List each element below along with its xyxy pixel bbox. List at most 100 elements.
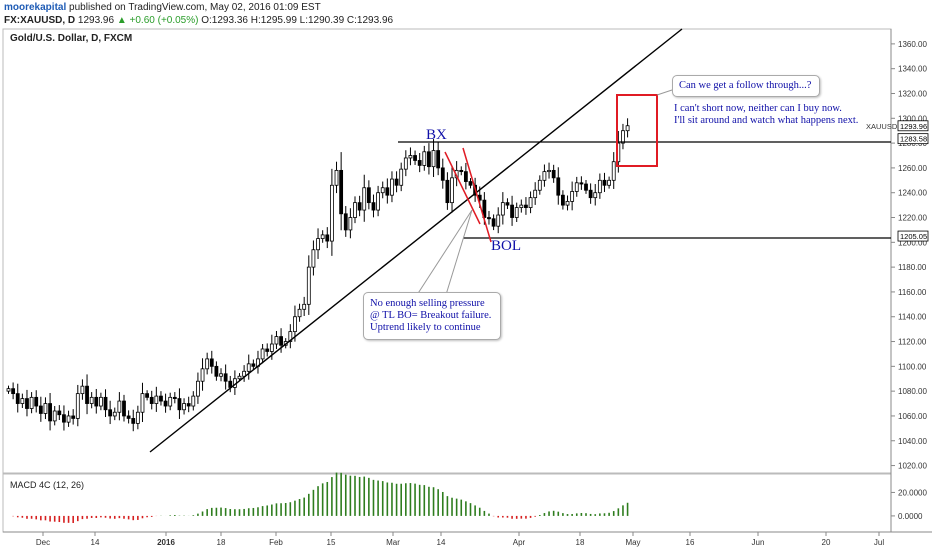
price-tick-label: 1060.00 [898, 412, 927, 421]
callout-pointer-2 [444, 209, 473, 299]
time-tick-label: 18 [217, 538, 226, 547]
symbol-line: FX:XAUUSD, D 1293.96 ▲ +0.60 (+0.05%) O:… [4, 14, 393, 27]
candle-down [131, 418, 136, 424]
price-label-value: 1205.05 [900, 232, 927, 241]
candle-down [149, 396, 154, 404]
candle-up [611, 161, 616, 181]
time-tick-label: Mar [386, 538, 400, 547]
time-axis-ticks: Dec 14 2016 18 Feb 15 Mar 14 Apr 18 May 16 Jun 20 Jul [36, 532, 884, 547]
price-label-value: 1283.58 [900, 135, 927, 144]
candle-up [537, 179, 542, 191]
publisher-name[interactable]: moorekapital [4, 2, 67, 13]
candle-down [251, 363, 256, 367]
candle-down [177, 398, 182, 411]
note-sit-around: I can't short now, neither can I buy now… [674, 103, 874, 127]
candle-down [34, 396, 39, 407]
candle-down [62, 414, 66, 423]
chart-title: Gold/U.S. Dollar, D, FXCM [10, 33, 132, 44]
candle-up [547, 169, 551, 173]
price-tick-label: 1020.00 [898, 462, 927, 471]
price-labels: XAUUSD 1293.96 1283.58 1205.05 [866, 120, 929, 242]
candle-up [182, 403, 186, 411]
candle-up [168, 396, 173, 407]
candle-up [376, 192, 381, 211]
candle-down [413, 155, 417, 161]
candle-up [99, 396, 103, 407]
breakout-line-2[interactable] [462, 147, 492, 243]
candles [6, 118, 630, 432]
candle-up [219, 373, 223, 377]
price-label-value: 1293.96 [900, 122, 927, 131]
candle-down [122, 400, 126, 417]
candle-up [422, 151, 427, 166]
price-tick-label: 1340.00 [898, 65, 927, 74]
symbol-name: FX:XAUUSD, D [4, 15, 76, 26]
candle-down [186, 403, 191, 407]
candle-down [366, 187, 371, 204]
candle-down [440, 167, 445, 181]
candle-up [565, 200, 570, 206]
price-label-box [897, 133, 929, 145]
time-tick-label: 18 [576, 538, 585, 547]
candle-up [593, 192, 598, 199]
price-change: +0.60 (+0.05%) [129, 15, 199, 26]
callout-follow-through-text: Can we get a follow through...? [679, 80, 812, 91]
candle-down [25, 398, 29, 409]
candle-up [297, 308, 302, 318]
candle-up [237, 375, 242, 380]
candle-down [325, 234, 330, 242]
candle-up [353, 202, 357, 218]
candle-up [200, 368, 205, 382]
candle-down [556, 177, 561, 196]
candle-up [112, 411, 117, 417]
candle-down [15, 393, 20, 404]
candle-up [6, 388, 11, 392]
candle-down [11, 388, 16, 395]
price-tick-label: 1140.00 [898, 313, 927, 322]
candle-down [468, 181, 473, 186]
candle-down [491, 218, 496, 227]
time-tick-label: 14 [437, 538, 446, 547]
candle-up [43, 403, 48, 414]
candle-up [607, 179, 611, 186]
candle-down [172, 396, 177, 399]
callout2-line-1: No enough selling pressure [370, 298, 485, 309]
candle-up [242, 370, 247, 377]
macd-histogram [12, 472, 629, 523]
candle-down [94, 396, 99, 407]
candle-up [274, 336, 279, 345]
last-price: 1293.96 [77, 15, 115, 26]
candle-up [408, 155, 413, 159]
candle-up [348, 217, 353, 231]
candle-down [459, 169, 464, 173]
candle-up [329, 184, 334, 242]
candle-down [505, 202, 510, 206]
published-text: published on TradingView.com, May 02, 20… [69, 2, 321, 13]
breakout-line-1[interactable] [444, 151, 481, 225]
candle-down [126, 415, 131, 419]
drawings [149, 28, 891, 453]
callout-breakout-failure[interactable]: No enough selling pressure @ TL BO= Brea… [363, 292, 501, 340]
candle-up [496, 214, 501, 227]
candle-up [288, 331, 293, 342]
highlight-box[interactable] [616, 94, 658, 167]
callout-pointer-1 [414, 209, 473, 299]
candle-down [48, 403, 52, 422]
time-tick-label: 16 [686, 538, 695, 547]
candle-up [403, 157, 408, 170]
candle-up [390, 178, 394, 196]
candle-up [117, 400, 122, 413]
price-tick-label: 1360.00 [898, 40, 927, 49]
trendline-support[interactable] [149, 28, 683, 453]
candle-up [246, 363, 251, 372]
note-line-2: I'll sit around and watch what happens n… [674, 115, 859, 126]
price-label-symbol: XAUUSD [866, 122, 898, 131]
candle-down [371, 202, 376, 211]
candle-up [80, 385, 85, 395]
macd-axis-ticks: 20.0000 0.0000 [891, 488, 927, 521]
time-tick-label: May [625, 538, 640, 547]
callout-follow-through[interactable]: Can we get a follow through...? [672, 75, 820, 97]
candle-down [38, 405, 43, 414]
candle-up [269, 343, 274, 352]
